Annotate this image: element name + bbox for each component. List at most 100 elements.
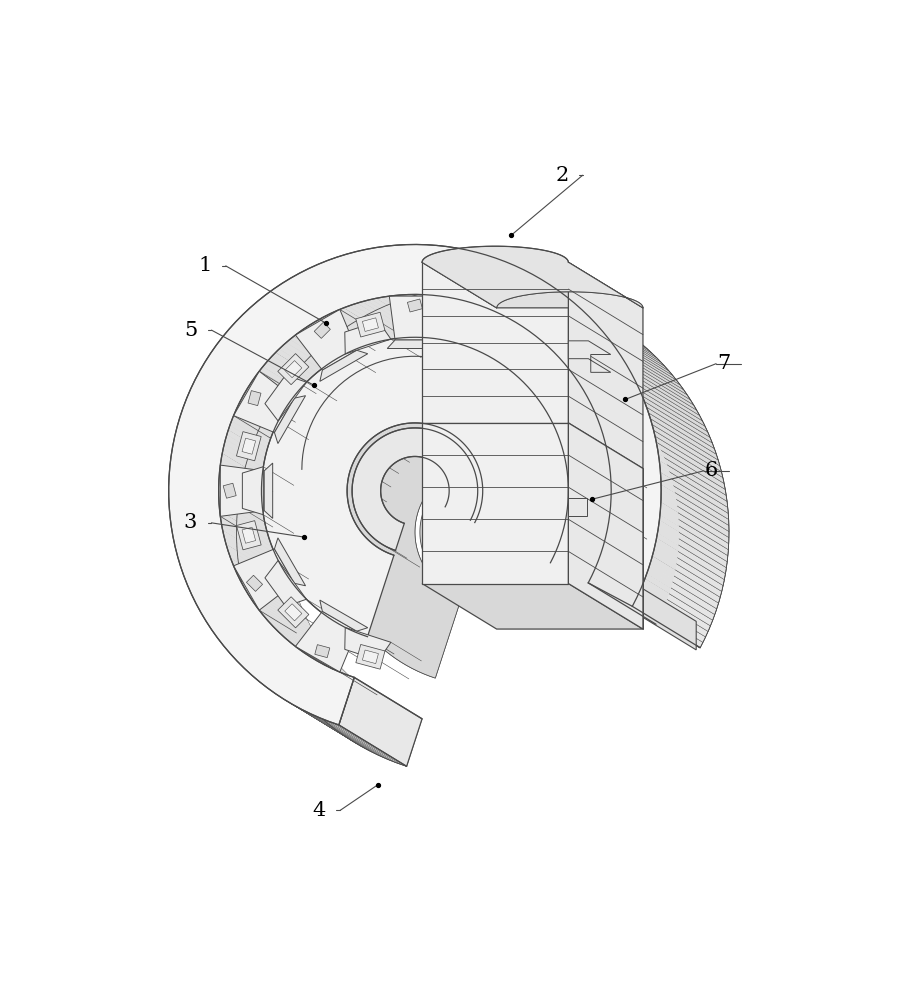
Polygon shape [444,246,518,288]
Polygon shape [172,444,241,491]
Polygon shape [596,415,666,461]
Polygon shape [459,476,696,650]
Polygon shape [592,406,662,452]
Polygon shape [305,325,377,369]
Polygon shape [426,245,500,286]
Polygon shape [300,708,373,753]
Polygon shape [660,502,729,550]
Polygon shape [607,529,675,575]
Polygon shape [237,286,729,766]
Polygon shape [610,466,678,512]
Polygon shape [233,657,305,703]
Polygon shape [265,375,307,421]
Polygon shape [339,677,422,766]
Polygon shape [218,496,286,543]
Polygon shape [350,676,422,719]
Polygon shape [619,353,691,400]
Polygon shape [524,396,555,444]
Polygon shape [232,562,302,608]
Polygon shape [293,274,366,318]
Polygon shape [566,467,588,515]
Polygon shape [320,261,393,305]
Polygon shape [610,509,678,556]
Polygon shape [608,524,676,570]
Polygon shape [219,501,287,547]
Polygon shape [611,471,679,517]
Polygon shape [456,248,530,290]
Polygon shape [223,530,291,576]
Polygon shape [267,620,338,665]
Polygon shape [305,711,379,755]
Polygon shape [647,407,717,454]
Polygon shape [294,333,366,378]
Polygon shape [419,294,492,336]
Polygon shape [598,420,668,466]
Polygon shape [234,567,304,612]
Polygon shape [410,294,482,336]
Polygon shape [266,359,337,404]
Polygon shape [343,254,416,297]
Polygon shape [341,672,413,716]
Polygon shape [303,652,375,696]
Polygon shape [579,308,652,353]
Polygon shape [238,575,308,621]
Polygon shape [286,339,357,384]
Polygon shape [171,528,240,575]
Polygon shape [235,408,305,453]
Polygon shape [659,520,728,568]
Polygon shape [309,323,381,367]
Text: 2: 2 [555,166,568,185]
Polygon shape [180,563,250,610]
Polygon shape [283,343,354,387]
Polygon shape [640,390,710,437]
Polygon shape [176,552,246,599]
Polygon shape [257,371,328,416]
Polygon shape [428,295,501,337]
Polygon shape [599,556,668,602]
Polygon shape [236,317,308,363]
Polygon shape [492,257,565,300]
Polygon shape [265,560,307,606]
Polygon shape [249,305,321,350]
Polygon shape [337,255,411,299]
Polygon shape [659,514,728,562]
Polygon shape [296,309,356,370]
Polygon shape [172,534,241,581]
Polygon shape [572,373,643,419]
Polygon shape [295,646,367,690]
Polygon shape [330,379,636,678]
Polygon shape [645,573,715,620]
Polygon shape [595,565,664,611]
Polygon shape [357,302,430,344]
Polygon shape [303,268,377,313]
Polygon shape [481,306,553,349]
Polygon shape [171,450,240,497]
Polygon shape [234,549,295,610]
Polygon shape [422,584,643,629]
Polygon shape [213,345,285,391]
Polygon shape [640,584,710,631]
Polygon shape [497,259,571,302]
Polygon shape [605,443,674,489]
Polygon shape [654,544,723,591]
Polygon shape [252,601,322,646]
Polygon shape [531,333,603,377]
Polygon shape [296,611,356,672]
Polygon shape [169,510,238,557]
Polygon shape [380,297,453,339]
Polygon shape [227,549,297,595]
Polygon shape [226,544,295,590]
Polygon shape [240,313,312,359]
Polygon shape [557,463,565,518]
Polygon shape [396,245,470,287]
Polygon shape [234,371,295,433]
Polygon shape [521,354,552,385]
Polygon shape [169,498,237,545]
Polygon shape [371,298,444,341]
Polygon shape [650,419,720,466]
Polygon shape [239,399,309,445]
Polygon shape [583,389,653,435]
Polygon shape [339,308,412,351]
Polygon shape [438,296,511,338]
Polygon shape [580,385,651,431]
